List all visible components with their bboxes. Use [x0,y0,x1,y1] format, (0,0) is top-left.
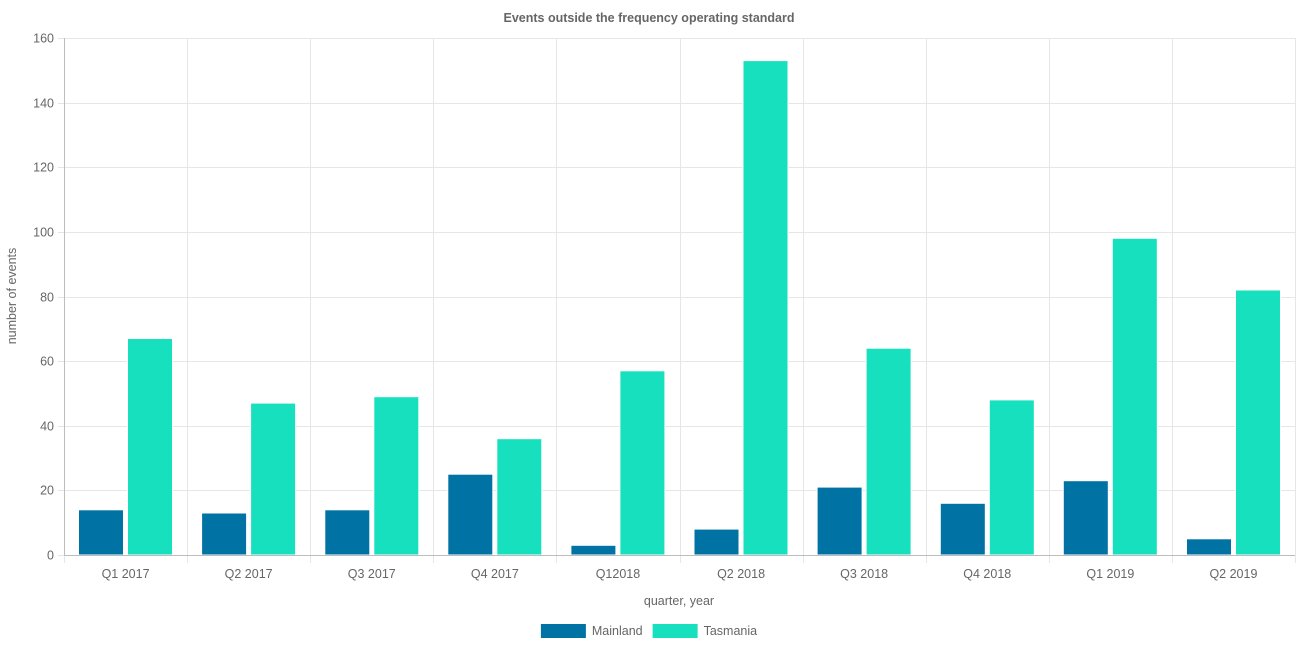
bar-mainland-q3-2017[interactable] [324,509,371,556]
x-tick-label: Q3 2017 [348,567,396,581]
legend-label: Tasmania [704,624,758,638]
bar-tasmania-q4-2017[interactable] [496,438,543,556]
legend: Mainland Tasmania [540,624,758,638]
legend-swatch [652,624,698,638]
bar-mainland-q4-2017[interactable] [447,473,494,556]
x-axis-label: quarter, year [644,594,714,608]
bar-mainland-q12018[interactable] [570,544,617,556]
y-tick-label: 80 [40,291,54,305]
y-tick-label: 120 [33,161,54,175]
axes: 0 20 40 60 80 100 120 140 160 Q1 2017 Q2 2017 Q3 20… [33,32,1296,581]
bar-mainland-q2-2018[interactable] [693,528,740,556]
bars [78,60,1281,556]
bar-tasmania-q4-2018[interactable] [988,399,1035,556]
y-tick-label: 0 [47,549,54,563]
x-tick-label: Q12018 [596,567,641,581]
legend-item-tasmania[interactable]: Tasmania [652,624,758,638]
x-tick-label: Q1 2017 [102,567,150,581]
bar-tasmania-q2-2019[interactable] [1235,289,1281,556]
y-tick-label: 20 [40,484,54,498]
bar-tasmania-q2-2017[interactable] [250,402,297,556]
x-tick-label: Q2 2018 [717,567,765,581]
bar-tasmania-q12018[interactable] [619,370,666,556]
x-tick-label: Q2 2017 [225,567,273,581]
y-tick-label: 160 [33,32,54,46]
bar-mainland-q1-2017[interactable] [78,509,124,556]
bar-mainland-q2-2019[interactable] [1186,538,1232,556]
y-tick-label: 40 [40,420,54,434]
bar-tasmania-q3-2018[interactable] [865,347,912,556]
bar-mainland-q2-2017[interactable] [201,512,248,556]
bar-tasmania-q1-2017[interactable] [127,338,173,556]
legend-swatch [540,624,586,638]
bar-tasmania-q1-2019[interactable] [1111,237,1158,556]
y-tick-label: 60 [40,355,54,369]
legend-label: Mainland [592,624,643,638]
bar-mainland-q1-2019[interactable] [1062,480,1109,556]
bar-tasmania-q2-2018[interactable] [742,60,789,556]
x-tick-label: Q2 2019 [1209,567,1257,581]
bar-tasmania-q3-2017[interactable] [373,396,420,556]
legend-item-mainland[interactable]: Mainland [540,624,643,638]
y-tick-label: 100 [33,226,54,240]
y-tick-label: 140 [33,97,54,111]
x-tick-label: Q3 2018 [840,567,888,581]
bar-mainland-q4-2018[interactable] [939,502,986,556]
chart-title: Events outside the frequency operating s… [503,11,794,25]
x-tick-label: Q4 2017 [471,567,519,581]
y-axis-label: number of events [5,248,19,345]
x-tick-label: Q1 2019 [1086,567,1134,581]
x-tick-label: Q4 2018 [963,567,1011,581]
bar-mainland-q3-2018[interactable] [816,486,863,556]
grid-lines [64,38,1296,555]
